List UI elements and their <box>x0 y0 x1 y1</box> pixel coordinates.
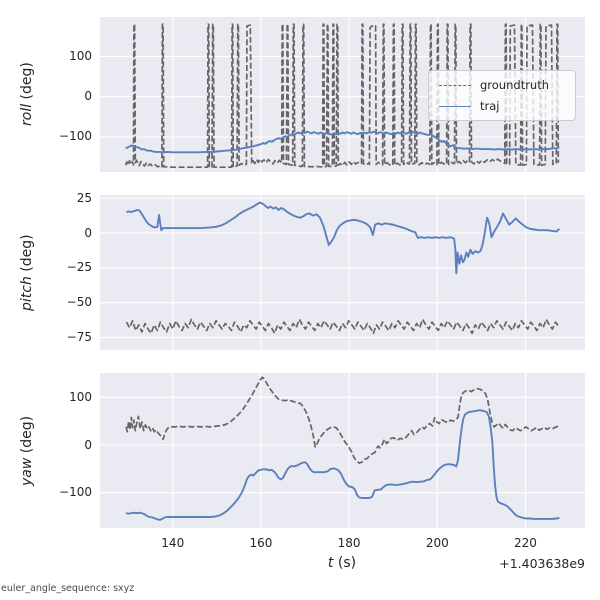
pitch-ytick-label: −25 <box>66 260 92 275</box>
x-axis-label: t (s) <box>262 555 422 571</box>
pitch-ytick-label: 25 <box>76 190 92 205</box>
pitch-ytick-label: −50 <box>66 295 92 310</box>
legend-label-groundtruth: groundtruth <box>480 78 550 92</box>
legend-label-traj: traj <box>480 99 500 113</box>
x-axis-label-var: t <box>327 555 334 571</box>
pitch-ytick-label: 0 <box>84 225 92 240</box>
yaw-axis-label: yaw (deg) <box>14 373 40 528</box>
roll-axis-label-var: roll <box>19 104 35 127</box>
pitch-axis-label: pitch (deg) <box>14 195 40 350</box>
x-tick-label: 200 <box>425 536 449 550</box>
roll-axis-label-unit: (deg) <box>19 62 35 100</box>
x-tick-label: 140 <box>161 536 185 550</box>
pitch-axis-label-unit: (deg) <box>19 234 35 272</box>
yaw-plot-svg <box>100 373 585 528</box>
yaw-ytick-label: −100 <box>59 485 92 500</box>
legend: groundtruth traj <box>428 70 576 121</box>
x-tick-label: 220 <box>514 536 537 550</box>
pitch-ytick-label: −75 <box>66 329 92 344</box>
yaw-axis-label-unit: (deg) <box>19 415 35 453</box>
roll-ytick-label: 0 <box>84 89 92 104</box>
legend-item-traj: traj <box>439 99 565 113</box>
pitch-axis-label-var: pitch <box>19 275 35 311</box>
traj-solid-line-icon <box>439 105 471 107</box>
x-axis-label-unit: (s) <box>337 555 357 571</box>
caption: euler_angle_sequence: sxyz <box>1 583 135 594</box>
x-tick-label: 160 <box>249 536 273 550</box>
yaw-axis-label-var: yaw <box>19 457 35 486</box>
groundtruth-dashed-line-icon <box>439 84 471 86</box>
roll-ytick-label: −100 <box>59 129 92 144</box>
x-axis-offset-text: +1.403638e9 <box>499 556 585 571</box>
yaw-panel <box>100 373 585 528</box>
legend-item-groundtruth: groundtruth <box>439 78 565 92</box>
yaw-ytick-label: 100 <box>69 389 92 404</box>
pitch-panel <box>100 195 585 350</box>
roll-ytick-label: 100 <box>69 48 92 63</box>
roll-axis-label: roll (deg) <box>14 17 40 172</box>
pitch-plot-svg <box>100 195 585 350</box>
x-tick-label: 180 <box>337 536 361 550</box>
yaw-ytick-label: 0 <box>84 437 92 452</box>
